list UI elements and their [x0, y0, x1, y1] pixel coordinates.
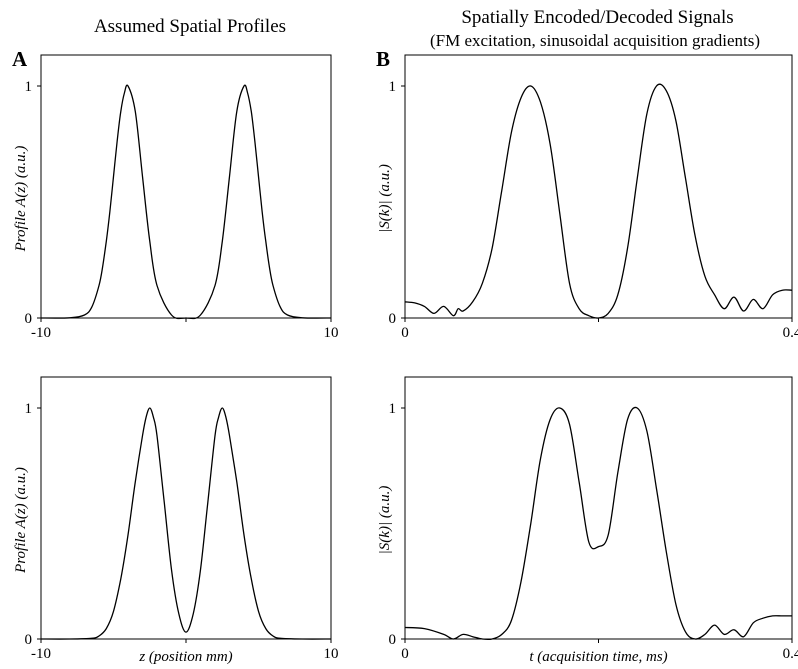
plot-frame-b-top	[404, 54, 793, 319]
y-tick-label-a-top-0: 0	[25, 311, 33, 327]
x-tick-label-b-bottom-2: 0.4	[783, 646, 798, 662]
y-tick-label-b-bottom-0: 0	[389, 632, 397, 648]
panel-letter-a: A	[12, 47, 28, 71]
x-tick-label-a-bottom-0: -10	[31, 646, 51, 662]
plot-frame-a-top	[40, 54, 332, 319]
y-tick-label-b-top-1: 1	[389, 79, 397, 95]
y-axis-label-b-top: |S(k)| (a.u.)	[377, 164, 393, 233]
x-tick-label-a-top-2: 10	[324, 325, 339, 341]
x-axis-label-b-bottom: t (acquisition time, ms)	[529, 649, 667, 665]
y-tick-label-b-bottom-1: 1	[389, 401, 397, 417]
right-column-title: Spatially Encoded/Decoded Signals	[461, 7, 734, 28]
series-line-b-top-0	[404, 83, 793, 319]
y-axis-label-b-bottom: |S(k)| (a.u.)	[377, 486, 393, 555]
plot-frame-a-bottom	[40, 376, 332, 640]
x-tick-label-a-bottom-2: 10	[324, 646, 339, 662]
y-tick-label-a-bottom-0: 0	[25, 632, 33, 648]
y-axis-label-a-bottom: Profile A(z) (a.u.)	[13, 467, 29, 574]
left-column-title: Assumed Spatial Profiles	[93, 16, 287, 37]
plot-frame-b-bottom	[404, 376, 793, 640]
panel-letter-b: B	[376, 47, 391, 71]
y-tick-label-a-top-1: 1	[25, 79, 33, 95]
y-tick-label-a-bottom-1: 1	[25, 401, 33, 417]
y-axis-label-a-top: Profile A(z) (a.u.)	[13, 146, 29, 253]
x-tick-label-b-top-0: 0	[401, 325, 409, 341]
series-line-a-top-0	[40, 84, 332, 320]
right-column-subtitle: (FM excitation, sinusoidal acquisition g…	[429, 31, 761, 50]
x-tick-label-a-top-0: -10	[31, 325, 51, 341]
x-axis-label-a-bottom: z (position mm)	[138, 649, 232, 665]
x-tick-label-b-bottom-0: 0	[401, 646, 409, 662]
series-line-a-bottom-0	[40, 407, 332, 640]
y-tick-label-b-top-0: 0	[389, 311, 397, 327]
series-line-b-bottom-0	[404, 406, 792, 641]
x-tick-label-b-top-2: 0.4	[783, 325, 798, 341]
